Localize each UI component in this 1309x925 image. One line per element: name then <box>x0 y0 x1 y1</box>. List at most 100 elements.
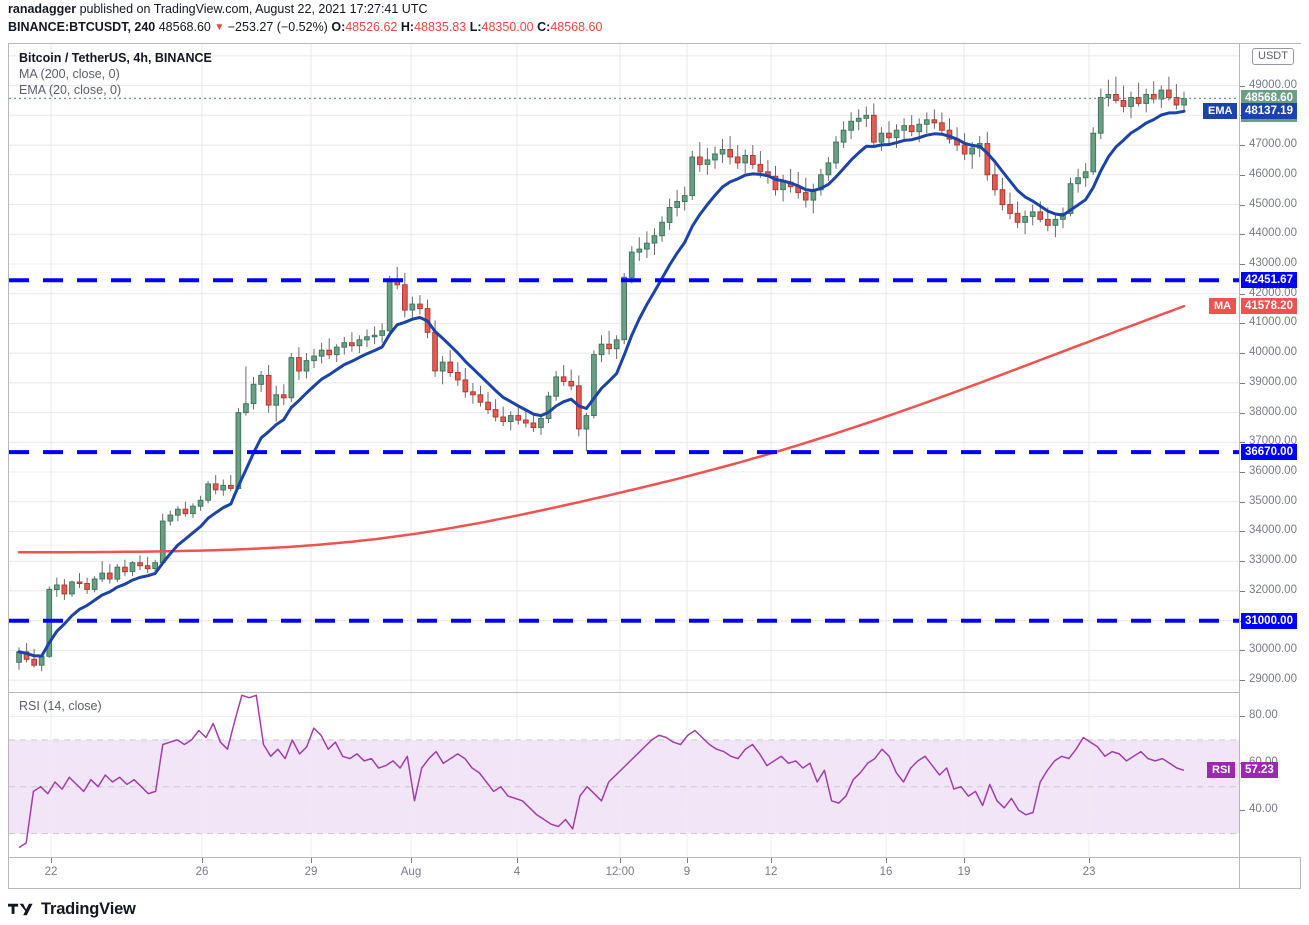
chart-frame[interactable]: Bitcoin / TetherUS, 4h, BINANCE MA (200,… <box>8 43 1301 889</box>
price-chart-canvas[interactable] <box>9 44 1239 692</box>
candle-body <box>992 174 998 191</box>
price-tick-mark <box>1240 590 1245 592</box>
legend-ema-study[interactable]: EMA (20, close, 0) <box>19 83 122 97</box>
price-axis[interactable]: USDT 49000.0048000.0047000.0046000.00450… <box>1239 44 1301 857</box>
tradingview-logo-icon <box>8 903 33 915</box>
price-tick-mark <box>1240 263 1245 265</box>
candle-body <box>628 251 635 278</box>
candle-body <box>114 566 121 580</box>
candle-body <box>129 562 136 573</box>
candle-body <box>613 339 620 350</box>
price-tick-label: 34000.00 <box>1249 524 1297 537</box>
candle-body <box>386 279 393 332</box>
rsi-legend[interactable]: RSI (14, close) <box>19 699 102 713</box>
candle-body <box>901 125 907 131</box>
pane-divider[interactable] <box>9 692 1239 693</box>
price-tick-label: 39000.00 <box>1249 375 1297 388</box>
candle-body <box>583 415 590 430</box>
candle-body <box>1128 97 1134 107</box>
price-tick-mark <box>1240 650 1245 652</box>
candle-body <box>288 357 295 399</box>
rsi-chart-canvas[interactable] <box>9 693 1239 857</box>
price-tick-mark <box>1240 412 1245 414</box>
candle-body <box>311 355 317 362</box>
candle-body <box>409 303 416 311</box>
candle-body <box>923 119 930 125</box>
candle-body <box>1143 94 1150 104</box>
candle-body <box>144 565 151 570</box>
candle-body <box>1181 98 1187 106</box>
candle-body <box>886 132 892 139</box>
quote-line: BINANCE:BTCUSDT, 240 48568.60 ▼ −253.27 … <box>8 20 1108 37</box>
author-name: ranadagger <box>8 2 77 16</box>
rsi-value-badge: 57.23 <box>1241 761 1278 778</box>
candle-body <box>1029 211 1036 217</box>
price-tick-label: 30000.00 <box>1249 643 1297 656</box>
candle-body <box>1158 89 1165 100</box>
attribution-line: ranadagger published on TradingView.com,… <box>8 2 1008 18</box>
time-tick-mark <box>411 858 412 863</box>
time-tick-mark <box>687 858 688 863</box>
tradingview-brand: TradingView <box>8 898 136 920</box>
rsi-pane[interactable]: RSI (14, close) RSI <box>9 693 1239 857</box>
price-tick-mark <box>1240 353 1245 355</box>
candle-body <box>190 505 196 515</box>
candle-body <box>371 334 378 338</box>
candle-body <box>1075 177 1081 185</box>
candle-body <box>666 207 673 223</box>
candle-body <box>432 331 438 372</box>
price-legend: Bitcoin / TetherUS, 4h, BINANCE MA (200,… <box>19 50 212 98</box>
candle-body <box>780 181 786 191</box>
time-tick-mark <box>202 858 203 863</box>
time-tick-label: 12:00 <box>605 866 635 878</box>
candle-body <box>507 415 514 423</box>
ema-price-badge: 48137.19 <box>1241 103 1297 120</box>
high-key: H: <box>400 20 415 34</box>
price-tick-label: 38000.00 <box>1249 405 1297 418</box>
legend-title: Bitcoin / TetherUS, 4h, BINANCE <box>19 51 212 65</box>
price-tick-mark <box>1240 204 1245 206</box>
candle-body <box>848 120 854 131</box>
candle-body <box>1014 212 1021 223</box>
candle-body <box>91 578 98 590</box>
ma-series-tag: MA <box>1209 298 1237 315</box>
time-tick-label: 12 <box>764 866 778 878</box>
candle-body <box>1045 218 1051 226</box>
currency-chip[interactable]: USDT <box>1252 48 1294 65</box>
candle-body <box>712 153 718 161</box>
candle-body <box>38 655 45 666</box>
price-tick-mark <box>1240 85 1245 87</box>
candle-body <box>538 418 544 428</box>
candle-body <box>878 132 885 143</box>
candle-body <box>697 156 703 165</box>
candle-body <box>1135 97 1142 104</box>
candle-body <box>220 484 227 491</box>
candle-body <box>402 284 408 311</box>
candle-body <box>280 394 287 399</box>
candle-body <box>681 195 688 203</box>
candle-body <box>54 584 60 590</box>
high-value: 48835.83 <box>414 20 467 34</box>
time-tick-label: 22 <box>44 866 58 878</box>
time-tick-mark <box>620 858 621 863</box>
candlestick-series[interactable] <box>16 76 1187 672</box>
legend-ma-study[interactable]: MA (200, close, 0) <box>19 67 120 81</box>
candle-body <box>106 572 113 580</box>
change-absolute: −253.27 <box>227 20 274 34</box>
low-value: 48350.00 <box>481 20 534 34</box>
candle-body <box>1105 94 1112 98</box>
price-tick-mark <box>1240 234 1245 236</box>
candle-body <box>1067 183 1074 214</box>
candle-body <box>560 376 567 382</box>
ema-series-tag: EMA <box>1203 103 1238 120</box>
candle-body <box>727 149 733 158</box>
candle-body <box>69 581 75 595</box>
candle-body <box>1007 204 1013 214</box>
price-pane[interactable]: Bitcoin / TetherUS, 4h, BINANCE MA (200,… <box>9 44 1239 692</box>
candle-body <box>462 379 469 393</box>
candle-body <box>931 119 938 124</box>
price-tick-mark <box>1240 680 1245 682</box>
candle-body <box>939 122 945 131</box>
time-axis[interactable]: 22 26 29 Aug 4 12:00 9 12 16 19 23 <box>9 857 1301 889</box>
ma-200-line <box>17 304 1186 554</box>
